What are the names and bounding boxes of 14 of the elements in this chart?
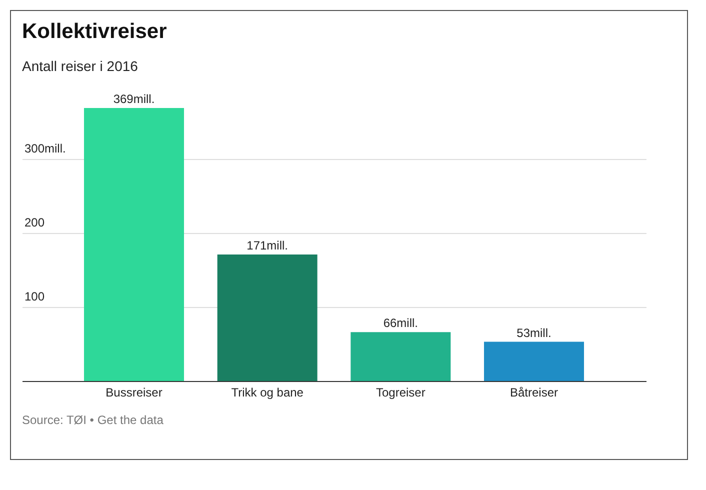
x-tick-label: Bussreiser bbox=[106, 386, 162, 400]
chart-subtitle: Antall reiser i 2016 bbox=[22, 58, 138, 74]
y-tick-label: 200 bbox=[24, 216, 45, 230]
y-tick-label: 300mill. bbox=[24, 142, 66, 156]
chart-title: Kollektivreiser bbox=[22, 20, 167, 44]
data-label: 171mill. bbox=[246, 238, 288, 252]
data-label: 369mill. bbox=[113, 92, 155, 106]
x-tick-label: Båtreiser bbox=[510, 386, 558, 400]
data-label: 53mill. bbox=[516, 326, 552, 340]
source-note: Source: TØI • Get the data bbox=[22, 413, 164, 427]
x-tick-label: Togreiser bbox=[376, 386, 426, 400]
x-tick-label: Trikk og bane bbox=[231, 386, 304, 400]
data-label: 66mill. bbox=[383, 316, 418, 330]
y-tick-label: 100 bbox=[24, 290, 45, 304]
